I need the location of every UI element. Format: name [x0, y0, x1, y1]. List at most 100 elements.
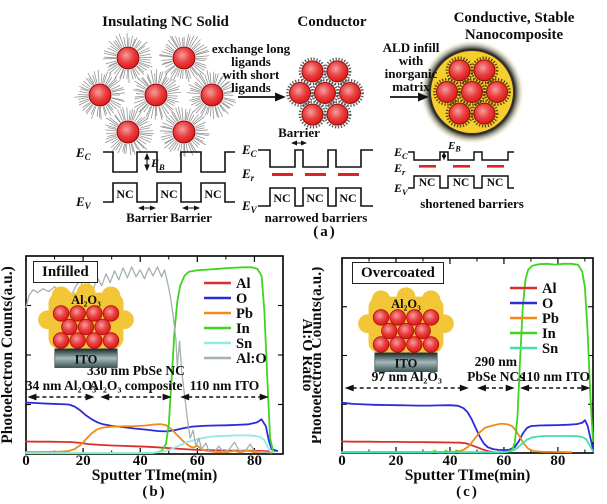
chart-infilled: Infilled Al₂O₃ ITO 0 20 40 60 80 Al O Pb In Sn Al:…: [0, 250, 312, 504]
band-diagram-insulating: EC EB EV NC NC NC Barrier Barrier: [75, 145, 235, 225]
ec-label: EC: [75, 145, 92, 162]
narrowed-barriers-label: narrowed barriers: [265, 210, 368, 225]
nanocrystal: [461, 81, 483, 103]
valence-band-trace: [408, 175, 514, 189]
inset-nanocrystals: [372, 309, 440, 353]
legend-label-In: In: [236, 321, 250, 337]
nc-cluster-long-ligands: [74, 32, 236, 158]
y-axis-label: Photoelectron Counts(a.u.): [0, 266, 16, 444]
x-tick-label: 0: [338, 453, 346, 469]
er-label: Er: [393, 161, 406, 177]
x-tick-label: 20: [76, 453, 91, 469]
er-label: Er: [241, 166, 255, 183]
chart-overcoated: Overcoated Al₂O₃ ITO 0 20 40 60 80 Al O Pb In Sn 9…: [312, 250, 607, 504]
state-level-dash: [419, 165, 436, 168]
legend-label-O: O: [236, 291, 247, 307]
ev-label: EV: [75, 194, 92, 211]
ligand-hair: [159, 106, 210, 158]
band-diagram-nanocomposite: EC EB Er NC NC NC EV shortened barriers: [393, 140, 524, 211]
legend-label-Al: Al: [542, 281, 557, 297]
region-label: 290 nm: [475, 354, 518, 369]
ev-label: EV: [241, 198, 258, 215]
nanocrystal: [144, 83, 168, 107]
short-ligand-shell: [336, 79, 364, 107]
nc-well-label: NC: [116, 187, 133, 201]
nanocrystal: [289, 82, 311, 104]
series-Al:O: [25, 266, 270, 454]
region-label: 97 nm Al₂O₃: [372, 369, 442, 384]
conduction-band-trace: [258, 149, 373, 168]
x-tick-label: 40: [442, 453, 457, 469]
ligand-hair: [102, 32, 153, 83]
nc-well-label: NC: [306, 191, 323, 205]
band-diagram-conductor: Barrier EC Er NC NC NC EV narrowed barri…: [241, 125, 373, 225]
infilled-badge: Infilled: [33, 261, 98, 283]
overcoated-badge: Overcoated: [352, 262, 444, 284]
eb-label: EB: [447, 140, 461, 154]
ligand-hair: [132, 69, 182, 121]
series-In: [25, 266, 274, 455]
nanocrystal: [473, 102, 496, 125]
shortened-barriers-label: shortened barriers: [420, 196, 524, 211]
short-ligand-shell: [483, 78, 511, 106]
nc-well-label: NC: [339, 191, 356, 205]
ligand-exchange-text: exchange long ligands with short ligands: [211, 41, 291, 95]
series-O: [25, 401, 279, 452]
short-ligand-shell: [323, 57, 352, 86]
state-level-dash: [305, 173, 326, 176]
ald-infill-text: ALD infill with inorganic matrix: [382, 40, 440, 94]
series-Sn: [341, 435, 594, 454]
panel-a-schematic: EC EB EV NC NC NC Barrier Barrier Barrie…: [74, 32, 524, 225]
series-Al: [341, 440, 495, 453]
inset-matrix-label: Al₂O₃: [71, 293, 101, 307]
ito-substrate: [374, 352, 438, 372]
series-In: [341, 262, 594, 454]
stage1-title: Insulating NC Solid: [102, 14, 229, 30]
plot-frame: [25, 255, 284, 455]
valence-band-trace: [258, 187, 373, 207]
x-tick-label: 0: [22, 453, 30, 469]
region-label: 34 nm Al₂O₃: [26, 378, 96, 393]
nc-well-label: NC: [487, 177, 504, 189]
nc-well-label: NC: [204, 187, 221, 201]
nanocrystal: [301, 103, 324, 126]
ec-label: EC: [241, 142, 258, 159]
nanocrystal: [314, 82, 336, 104]
series-Sn: [25, 434, 276, 454]
stage2-title: Conductor: [297, 14, 367, 30]
nanocrystal: [88, 83, 112, 107]
barrier-label: Barrier: [126, 210, 168, 225]
conduction-band-trace: [103, 151, 235, 173]
nanocrystal: [200, 83, 224, 107]
state-level-dash: [338, 173, 359, 176]
inset-substrate-label: ITO: [395, 356, 418, 370]
state-level-dash: [272, 173, 293, 176]
ligand-hair: [104, 107, 154, 156]
nanocrystal: [486, 81, 508, 103]
nc-well-label: NC: [273, 191, 290, 205]
nanocrystal: [448, 102, 471, 125]
region-label: PbSe NCs: [467, 369, 524, 384]
nanocrystal: [172, 120, 196, 144]
state-level-dash: [487, 165, 504, 168]
nc-well-label: NC: [419, 177, 436, 189]
x-tick-label: 20: [388, 453, 403, 469]
right-axis-label: Al:O Ratio: [299, 319, 312, 392]
inset-matrix-label: Al₂O₃: [391, 297, 421, 311]
ligand-hair: [159, 34, 210, 83]
y-axis-label: Photoelectron Counts(a.u.): [312, 267, 325, 445]
x-tick-label: 80: [247, 453, 262, 469]
nanocrystal: [339, 82, 361, 104]
short-ligand-shell: [323, 100, 352, 129]
inset-nanocrystals: [52, 305, 120, 349]
legend-label-In: In: [542, 326, 556, 342]
x-tick-label: 80: [550, 453, 565, 469]
legend-label-Pb: Pb: [542, 311, 559, 327]
conduction-band-trace: [408, 151, 514, 161]
region-label: 110 nm ITO: [190, 378, 260, 393]
short-ligand-shell: [470, 99, 499, 128]
barrier-label: Barrier: [278, 125, 320, 140]
legend-label-O: O: [542, 296, 553, 312]
legend-label-Sn: Sn: [542, 341, 558, 357]
